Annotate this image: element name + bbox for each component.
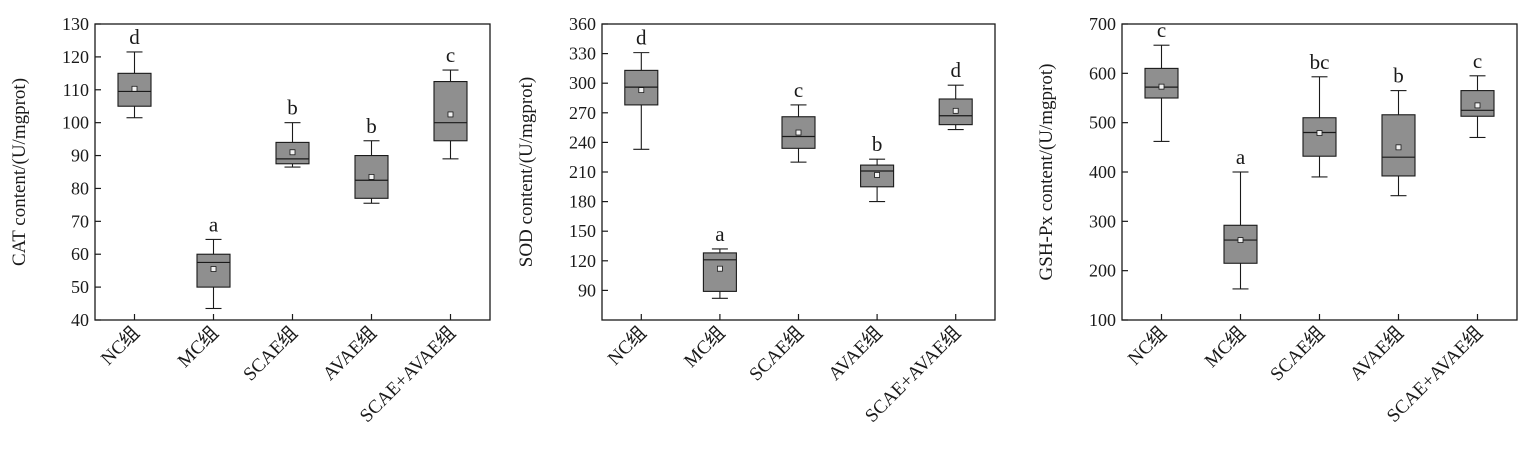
y-tick-label: 60 [71, 244, 89, 264]
y-tick-label: 700 [1089, 14, 1116, 34]
significance-letter: b [872, 132, 883, 156]
y-tick-label: 90 [578, 280, 596, 300]
mean-marker [717, 265, 723, 272]
y-tick-label: 600 [1089, 63, 1116, 83]
y-tick-label: 300 [1089, 211, 1116, 231]
mean-marker [447, 111, 454, 118]
significance-letter: c [794, 78, 803, 102]
significance-letter: a [209, 212, 219, 236]
y-tick-label: 150 [569, 221, 596, 241]
y-tick-label: 330 [569, 44, 596, 64]
box-4: b [354, 114, 389, 204]
box-2: a [196, 212, 231, 310]
chart-panel-1: 40 50 60 70 80 90 100 110 120 130 CAT content/(U/m… [9, 14, 491, 427]
box-2: a [1223, 145, 1258, 290]
box-3: bc [1302, 50, 1337, 178]
mean-marker [289, 149, 296, 156]
x-tick-label: SCAE组 [239, 322, 302, 385]
x-tick-label: AVAE组 [824, 322, 887, 385]
iqr-box [702, 252, 737, 292]
y-tick-label: 40 [71, 310, 89, 330]
box-3: b [275, 96, 310, 168]
y-tick-label: 50 [71, 277, 89, 297]
y-tick-label: 210 [569, 162, 596, 182]
y-tick-label: 80 [71, 178, 89, 198]
plot-frame [601, 23, 996, 321]
y-axis-title: CAT content/(U/mgprot) [9, 78, 30, 266]
iqr-box [1223, 224, 1258, 264]
y-tick-label: 500 [1089, 113, 1116, 133]
y-tick-label: 120 [62, 47, 89, 67]
y-tick-label: 240 [569, 132, 596, 152]
significance-letter: c [1473, 49, 1482, 73]
box-1: d [624, 26, 659, 150]
mean-marker [952, 107, 959, 114]
chart-panel-2: 90 120 150 180 210 240 270 300 330 360 SOD content… [516, 14, 996, 427]
iqr-box [1302, 117, 1337, 157]
box-5: c [433, 43, 468, 160]
significance-letter: a [1236, 145, 1246, 169]
significance-letter: d [950, 58, 961, 82]
x-tick-label: MC组 [173, 322, 223, 372]
box-1: c [1144, 18, 1179, 142]
iqr-box [1144, 67, 1179, 99]
x-tick-label: SCAE组 [1266, 322, 1329, 385]
box-5: c [1460, 49, 1495, 139]
y-axis-title: SOD content/(U/mgprot) [516, 77, 537, 268]
mean-marker [131, 85, 138, 92]
x-tick-label: AVAE组 [1345, 322, 1408, 385]
y-axis-title: GSH-Px content/(U/mgprot) [1036, 64, 1057, 281]
mean-marker [795, 129, 802, 136]
x-tick-label: SCAE组 [745, 322, 808, 385]
box-4: b [1381, 64, 1416, 197]
x-tick-label: NC组 [603, 322, 651, 370]
x-tick-label: NC组 [96, 322, 144, 370]
mean-marker [874, 172, 880, 178]
x-tick-label: AVAE组 [318, 322, 381, 385]
mean-marker [1237, 237, 1244, 243]
significance-letter: d [636, 26, 647, 50]
x-tick-label: NC组 [1123, 322, 1171, 370]
mean-marker [1158, 83, 1165, 90]
y-tick-label: 90 [71, 146, 89, 166]
y-tick-label: 180 [569, 192, 596, 212]
y-tick-label: 400 [1089, 162, 1116, 182]
x-tick-label: MC组 [1200, 322, 1250, 372]
y-tick-label: 300 [569, 73, 596, 93]
box-5: d [938, 58, 973, 131]
iqr-box [433, 81, 468, 142]
mean-marker [1395, 144, 1402, 151]
significance-letter: b [366, 114, 377, 138]
significance-letter: c [446, 43, 455, 67]
mean-marker [1316, 130, 1323, 136]
y-tick-label: 270 [569, 103, 596, 123]
significance-letter: bc [1310, 50, 1330, 74]
y-tick-label: 360 [569, 14, 596, 34]
x-tick-label: MC组 [680, 322, 730, 372]
y-tick-label: 70 [71, 211, 89, 231]
significance-letter: b [1393, 64, 1404, 88]
mean-marker [638, 87, 645, 94]
chart-panel-3: 100 200 300 400 500 600 700 GSH-Px content/(U/m… [1036, 14, 1518, 427]
significance-letter: b [287, 96, 298, 120]
y-tick-label: 110 [63, 80, 89, 100]
y-tick-label: 100 [1089, 310, 1116, 330]
y-tick-label: 120 [569, 251, 596, 271]
significance-letter: a [715, 222, 725, 246]
plot-frame [94, 23, 491, 321]
mean-marker [1474, 102, 1481, 109]
mean-marker [210, 266, 217, 272]
y-tick-label: 100 [62, 113, 89, 133]
significance-letter: c [1157, 18, 1166, 42]
box-1: d [117, 25, 152, 119]
y-tick-label: 130 [62, 14, 89, 34]
y-tick-label: 200 [1089, 261, 1116, 281]
significance-letter: d [129, 25, 140, 49]
box-4: b [860, 132, 895, 203]
box-2: a [702, 222, 737, 299]
mean-marker [368, 174, 375, 180]
box-3: c [781, 78, 816, 163]
